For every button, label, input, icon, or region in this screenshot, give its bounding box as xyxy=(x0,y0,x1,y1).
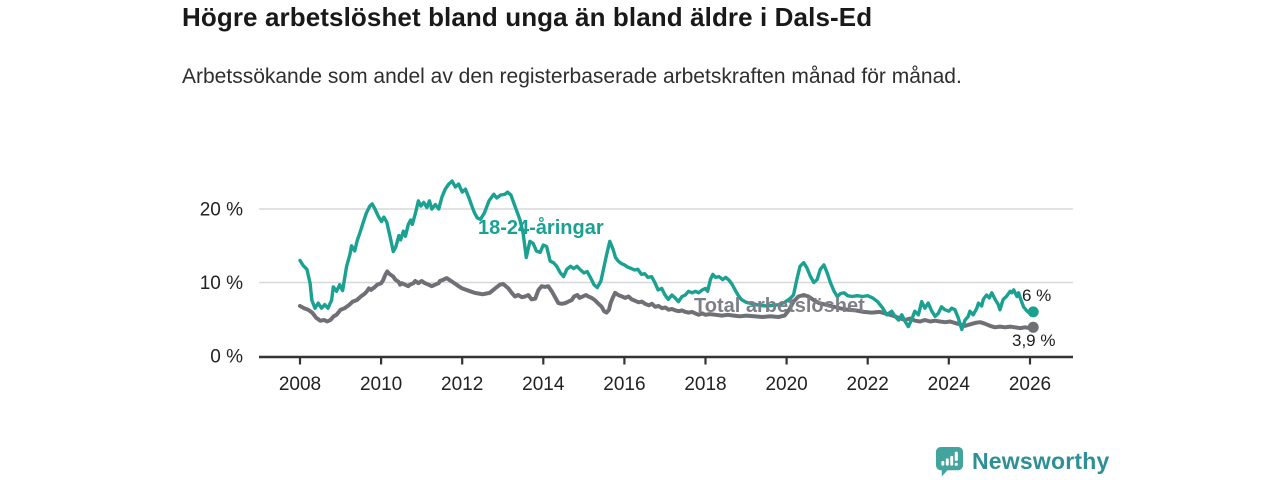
x-tick-label: 2026 xyxy=(1009,374,1051,395)
series-label-total: Total arbetslöshet xyxy=(694,295,865,317)
chart-subtitle: Arbetssökande som andel av den registerb… xyxy=(182,65,962,88)
end-dot xyxy=(1027,306,1039,318)
x-tick-label: 2022 xyxy=(847,374,889,395)
newsworthy-brand: Newsworthy xyxy=(934,445,1109,477)
y-tick-label: 10 % xyxy=(200,273,243,294)
x-tick-label: 2024 xyxy=(928,374,971,395)
x-tick-label: 2018 xyxy=(684,374,726,395)
y-tick-label: 20 % xyxy=(200,200,243,221)
page-title: Högre arbetslöshet bland unga än bland ä… xyxy=(182,2,873,32)
series-label-young: 18-24-åringar xyxy=(478,217,604,239)
x-tick-label: 2012 xyxy=(441,374,483,395)
brand-name: Newsworthy xyxy=(972,447,1110,474)
x-tick-label: 2010 xyxy=(360,374,402,395)
end-value-total: 3,9 % xyxy=(1012,331,1056,350)
x-tick-label: 2014 xyxy=(522,374,565,395)
end-value-young: 6 % xyxy=(1022,286,1052,305)
end-dot xyxy=(1027,321,1039,333)
x-tick-label: 2016 xyxy=(603,374,645,395)
newsworthy-logo-icon xyxy=(935,446,964,477)
x-tick-label: 2020 xyxy=(765,374,807,395)
series-line xyxy=(298,179,1035,332)
x-tick-label: 2008 xyxy=(279,374,321,395)
y-tick-label: 0 % xyxy=(210,347,243,368)
series-line xyxy=(298,269,1036,331)
